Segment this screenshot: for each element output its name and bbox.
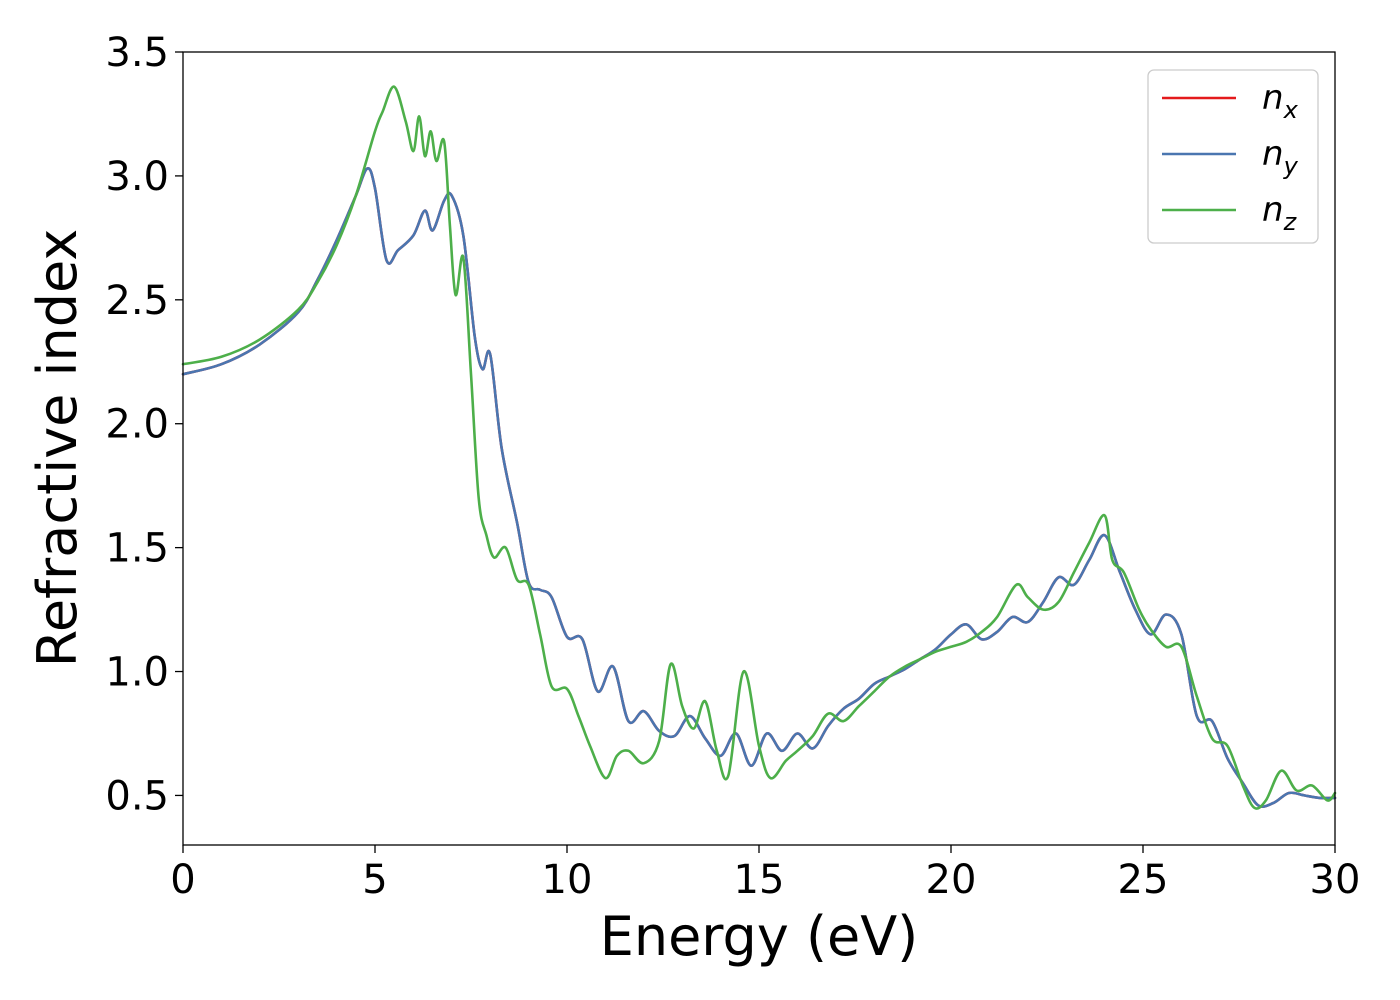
series-line-nx	[181, 167, 1337, 808]
y-axis-ticks: 0.5 1.0 1.5 2.0 2.5 3.0 3.5	[105, 30, 183, 819]
series-line-ny	[181, 167, 1337, 808]
y-tick-label: 0.5	[105, 773, 169, 819]
y-tick-label: 1.5	[105, 526, 169, 572]
legend-entries: nx ny nz	[1162, 78, 1299, 236]
series-line-nz	[181, 85, 1337, 810]
x-tick-label: 0	[170, 857, 195, 903]
x-tick-label: 25	[1118, 857, 1169, 903]
series-layer	[181, 85, 1337, 810]
x-tick-label: 10	[542, 857, 593, 903]
y-tick-label: 2.5	[105, 278, 169, 324]
legend-label-nz: nz	[1262, 190, 1298, 236]
legend: nx ny nz	[1147, 69, 1319, 244]
y-tick-label: 2.0	[105, 402, 169, 448]
y-tick-label: 3.0	[105, 154, 169, 200]
legend-label-nx: nx	[1262, 78, 1299, 124]
legend-box	[1147, 69, 1319, 244]
legend-label-ny: ny	[1262, 134, 1299, 180]
y-axis-title: Refractive index	[26, 229, 89, 668]
y-tick-label: 3.5	[105, 30, 169, 76]
x-axis-title: Energy (eV)	[600, 905, 919, 968]
x-tick-label: 5	[362, 857, 387, 903]
y-tick-label: 1.0	[105, 650, 169, 696]
x-tick-label: 30	[1310, 857, 1361, 903]
x-tick-label: 20	[926, 857, 977, 903]
x-tick-label: 15	[734, 857, 785, 903]
x-axis-ticks: 0 5 10 15 20 25 30	[170, 845, 1360, 903]
